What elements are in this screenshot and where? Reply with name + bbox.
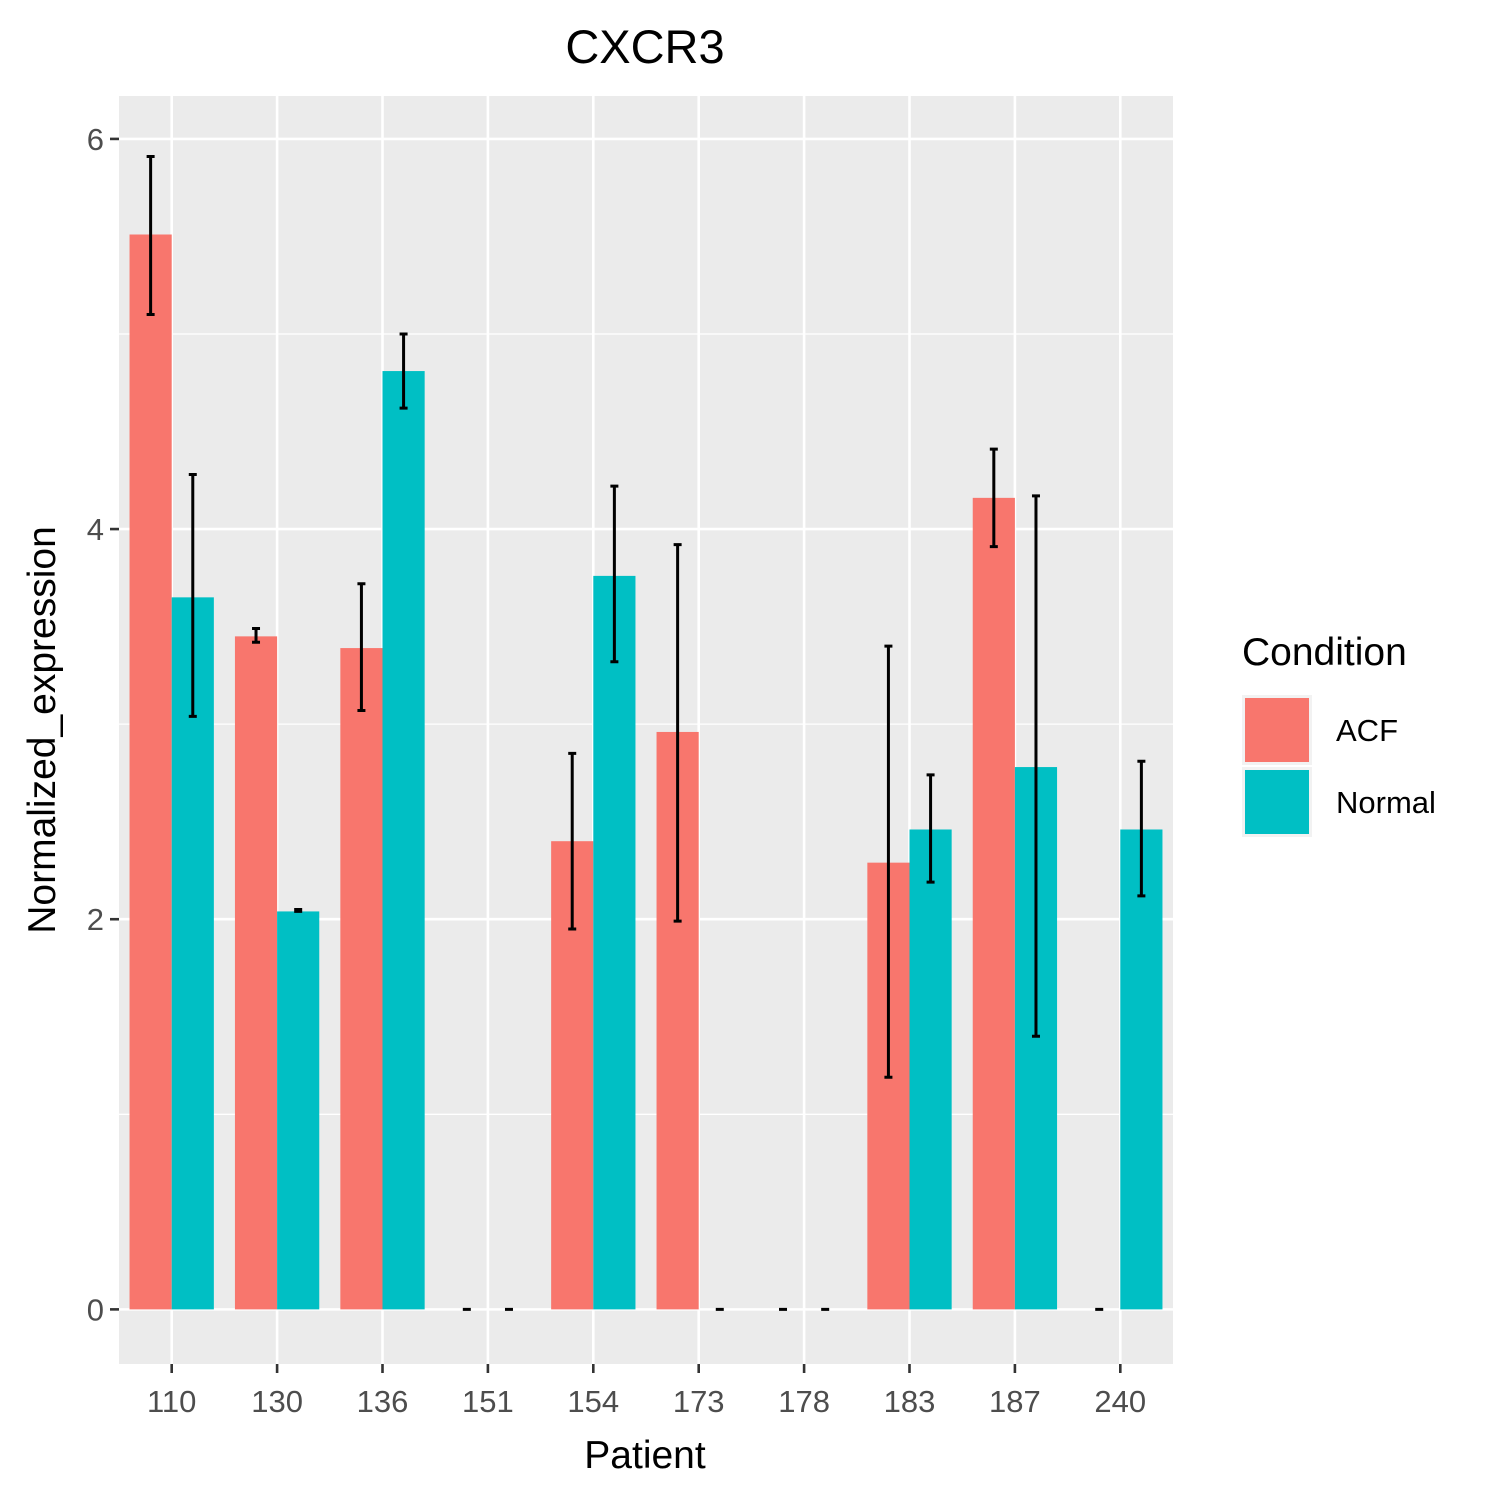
y-axis: 0 2 4 6 <box>87 122 119 1327</box>
x-tick-label: 183 <box>884 1384 936 1419</box>
y-tick-label: 0 <box>87 1292 104 1327</box>
bar-normal-130 <box>277 911 320 1310</box>
error-bar-normal-136 <box>399 332 408 410</box>
legend: Condition ACF Normal <box>1242 631 1436 837</box>
error-bar-acf-110 <box>146 154 155 316</box>
bar-acf-187 <box>972 497 1015 1310</box>
bar-normal-136 <box>382 371 425 1310</box>
x-tick-label: 110 <box>147 1384 196 1419</box>
y-tick-label: 4 <box>87 512 104 547</box>
y-tick-label: 6 <box>87 122 104 157</box>
x-axis: 110 130 136 151 154 173 178 183 187 240 <box>147 1364 1146 1419</box>
legend-key-acf <box>1245 698 1309 762</box>
error-bar-normal-183 <box>926 773 935 884</box>
x-axis-title: Patient <box>584 1434 706 1477</box>
x-tick-label: 154 <box>567 1384 619 1419</box>
error-bar-normal-240 <box>1137 759 1146 898</box>
chart-title: CXCR3 <box>565 20 724 73</box>
error-bar-acf-183 <box>884 644 893 1079</box>
x-tick-label: 240 <box>1094 1384 1146 1419</box>
bar-acf-136 <box>340 648 383 1310</box>
legend-key-normal <box>1245 770 1309 834</box>
error-bar-acf-187 <box>989 447 998 549</box>
y-tick-label: 2 <box>87 902 104 937</box>
bar-acf-110 <box>129 234 172 1310</box>
x-tick-label: 178 <box>778 1384 830 1419</box>
x-tick-label: 151 <box>462 1384 514 1419</box>
bar-acf-130 <box>234 636 278 1310</box>
error-bar-normal-187 <box>1031 494 1040 1038</box>
bar-normal-183 <box>909 829 952 1310</box>
error-bar-normal-154 <box>610 484 619 664</box>
error-bar-acf-154 <box>568 751 577 931</box>
x-tick-label: 130 <box>251 1384 303 1419</box>
error-bars-layer <box>146 154 1146 1311</box>
error-bar-normal-110 <box>188 472 197 718</box>
x-tick-label: 187 <box>989 1384 1041 1419</box>
bars-layer <box>129 234 1163 1310</box>
error-bar-normal-130 <box>294 907 303 913</box>
error-bar-acf-173 <box>673 543 682 923</box>
bar-normal-240 <box>1120 829 1163 1310</box>
x-tick-label: 136 <box>357 1384 409 1419</box>
legend-label-normal: Normal <box>1336 785 1436 820</box>
legend-label-acf: ACF <box>1336 713 1398 748</box>
error-bar-acf-130 <box>252 627 261 644</box>
y-axis-title: Normalized_expression <box>21 526 64 934</box>
bar-normal-154 <box>593 575 636 1310</box>
x-tick-label: 173 <box>673 1384 725 1419</box>
legend-title: Condition <box>1242 631 1407 674</box>
error-bar-acf-136 <box>357 582 366 712</box>
